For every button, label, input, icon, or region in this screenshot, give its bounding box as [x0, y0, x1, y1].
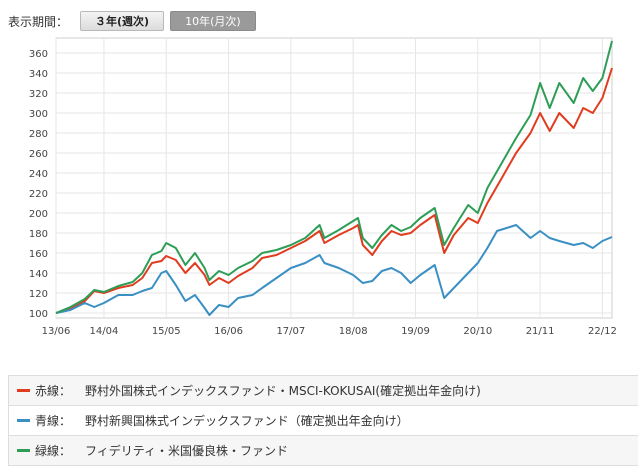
- y-tick-label: 300: [29, 109, 48, 120]
- legend-swatch-red: [17, 389, 30, 392]
- x-tick-label: 22/12: [588, 326, 617, 337]
- legend-fund-green: フィデリティ・米国優良株・ファンド: [85, 444, 289, 458]
- period-label: 表示期間：: [8, 14, 69, 29]
- y-tick-label: 100: [29, 309, 48, 320]
- plot-area: [55, 37, 613, 319]
- period-3year-weekly-button[interactable]: ３年(週次): [80, 11, 165, 31]
- legend-fund-blue: 野村新興国株式インデックスファンド（確定拠出年金向け）: [85, 414, 409, 428]
- x-tick-label: 21/11: [526, 326, 555, 337]
- y-tick-label: 280: [29, 129, 48, 140]
- series-line-green: [55, 40, 613, 314]
- y-tick-label: 340: [29, 69, 48, 80]
- y-tick-label: 200: [29, 209, 48, 220]
- legend-swatch-green: [17, 449, 30, 452]
- period-selector: 表示期間： ３年(週次) 10年(月次): [8, 10, 262, 32]
- legend-name-blue: 青線：: [35, 414, 72, 428]
- line-chart: 100 120 140 160 180 200 220 240 260 280 300 320 340 3…: [29, 37, 617, 337]
- y-tick-label: 120: [29, 289, 48, 300]
- y-tick-label: 240: [29, 169, 48, 180]
- x-tick-label: 19/09: [401, 326, 430, 337]
- x-tick-label: 18/08: [339, 326, 368, 337]
- x-tick-label: 15/05: [152, 326, 181, 337]
- legend-swatch-blue: [17, 419, 30, 422]
- legend-name-red: 赤線：: [35, 384, 72, 398]
- y-tick-label: 320: [29, 89, 48, 100]
- x-tick-label: 17/07: [276, 326, 305, 337]
- y-tick-label: 160: [29, 249, 48, 260]
- y-tick-label: 260: [29, 149, 48, 160]
- y-tick-label: 140: [29, 269, 48, 280]
- series-line-blue: [55, 224, 613, 316]
- x-tick-label: 13/06: [42, 326, 71, 337]
- x-tick-label: 20/10: [463, 326, 492, 337]
- y-tick-label: 180: [29, 229, 48, 240]
- chart-legend: 赤線： 野村外国株式インデックスファンド・MSCI-KOKUSAI(確定拠出年金…: [8, 375, 638, 466]
- legend-name-green: 緑線：: [35, 444, 72, 458]
- period-10year-monthly-button[interactable]: 10年(月次): [170, 11, 256, 31]
- legend-row-red: 赤線： 野村外国株式インデックスファンド・MSCI-KOKUSAI(確定拠出年金…: [8, 376, 638, 406]
- legend-row-blue: 青線： 野村新興国株式インデックスファンド（確定拠出年金向け）: [8, 406, 638, 436]
- legend-fund-red: 野村外国株式インデックスファンド・MSCI-KOKUSAI(確定拠出年金向け): [85, 384, 481, 398]
- y-tick-label: 360: [29, 49, 48, 60]
- x-tick-label: 14/04: [90, 326, 119, 337]
- y-tick-label: 220: [29, 189, 48, 200]
- legend-row-green: 緑線： フィデリティ・米国優良株・ファンド: [8, 436, 638, 466]
- x-tick-label: 16/06: [214, 326, 243, 337]
- series-line-red: [55, 67, 613, 314]
